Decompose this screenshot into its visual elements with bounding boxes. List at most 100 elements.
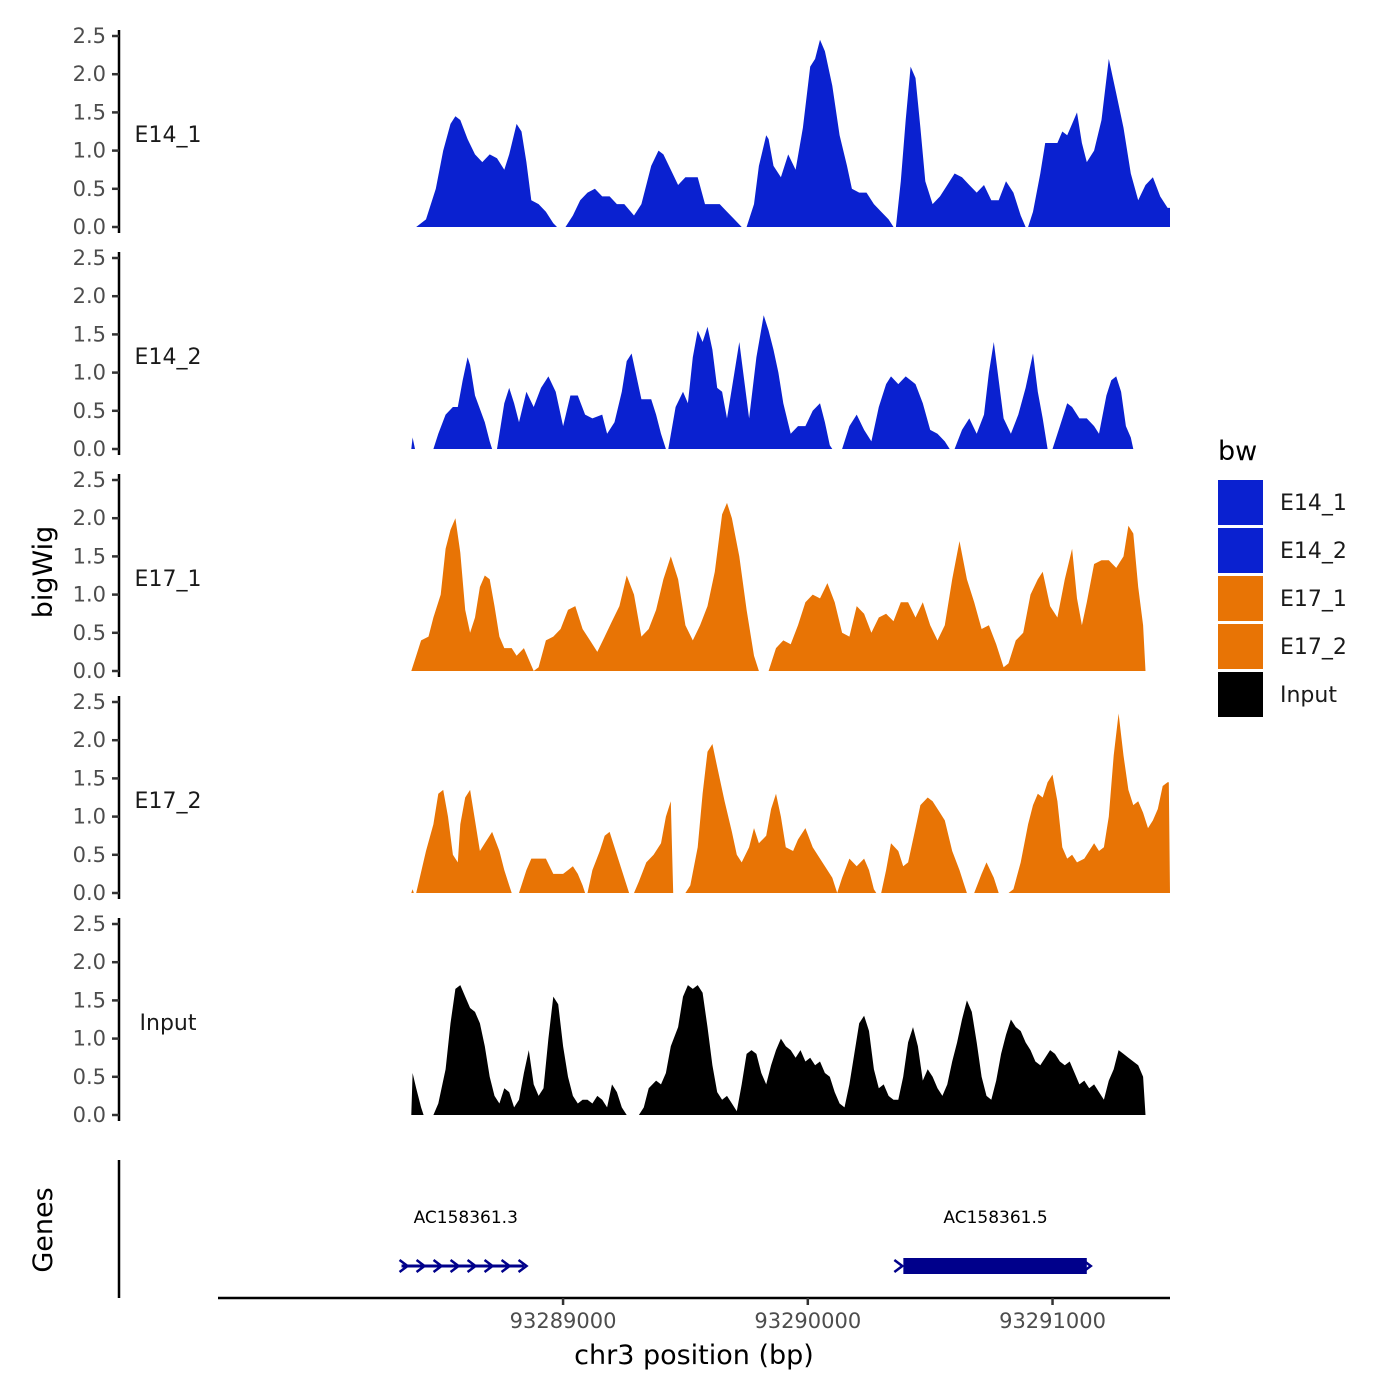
legend-label: Input [1280,683,1337,708]
legend-label: E14_2 [1280,539,1347,564]
y-tick-label: 2.5 [73,912,106,936]
gene-label: AC158361.3 [414,1208,518,1228]
legend-item-e17-1: E17_1 [1218,576,1347,621]
coverage-area [895,66,1026,227]
coverage-area [587,831,630,893]
coverage-area [746,39,894,227]
y-tick-label: 1.5 [73,544,106,568]
y-tick-label: 0.0 [73,437,106,461]
legend-item-e17-2: E17_2 [1218,624,1347,669]
y-tick-label: 2.0 [73,950,106,974]
y-tick-label: 0.5 [73,843,106,867]
y-tick-label: 1.0 [73,139,106,163]
track-e17-2: 0.0 0.5 1.0 1.5 2.0 2.5 E17_2 [73,690,1170,905]
coverage-area [411,889,414,893]
y-tick-label: 1.0 [73,583,106,607]
x-axis-title: chr3 position (bp) [574,1340,814,1371]
strand-arrow [415,1259,427,1273]
y-tick-label: 1.5 [73,322,106,346]
coverage-area [411,1073,424,1115]
y-tick-label: 1.0 [73,1027,106,1051]
y-tick-label: 0.5 [73,399,106,423]
coverage-area [954,342,1048,449]
y-tick-label: 0.0 [73,659,106,683]
track-label: E17_2 [135,789,202,814]
coverage-area [433,357,493,449]
legend-swatch [1218,480,1263,525]
y-tick-label: 2.5 [73,246,106,270]
y-tick-label: 2.5 [73,690,106,714]
strand-arrow [398,1259,410,1273]
legend-title: bw [1218,436,1257,467]
x-axis: 93289000 93290000 93291000 [218,1296,1170,1333]
coverage-area [668,315,833,449]
y-tick-label: 0.5 [73,177,106,201]
legend-label: E17_1 [1280,587,1347,612]
legend-item-e14-2: E14_2 [1218,528,1347,573]
coverage-area [634,801,674,893]
legend-label: E17_2 [1280,635,1347,660]
y-tick-label: 1.0 [73,361,106,385]
tracks-layer: 0.0 0.5 1.0 1.5 2.0 2.5 E14_1 0.0 0.5 1.0 1.5 2.0 2.… [73,24,1170,1127]
y-tick-label: 0.5 [73,1065,106,1089]
coverage-area [565,150,742,227]
strand-arrow [517,1259,529,1273]
y-tick-label: 0.0 [73,215,106,239]
legend-item-e14-1: E14_1 [1218,480,1347,525]
coverage-area [497,353,666,449]
y-tick-label: 0.0 [73,881,106,905]
legend-item-input: Input [1218,672,1337,717]
x-tick-label: 93290000 [754,1309,861,1333]
y-tick-label: 0.0 [73,1103,106,1127]
legend-swatch [1218,672,1263,717]
coverage-area [416,789,512,893]
legend-label: E14_1 [1280,491,1347,516]
strand-arrow [432,1259,444,1273]
y-tick-label: 1.5 [73,100,106,124]
legend-swatch [1218,576,1263,621]
coverage-area [416,116,557,227]
strand-arrow [466,1259,478,1273]
legend-swatch [1218,624,1263,669]
coverage-area [842,376,950,449]
y-tick-label: 2.0 [73,728,106,752]
track-label: E14_2 [135,345,202,370]
gene-ac158361-3: AC158361.3 [398,1208,529,1273]
coverage-area [433,985,627,1115]
track-e14-2: 0.0 0.5 1.0 1.5 2.0 2.5 E14_2 [73,246,1134,461]
coverage-area [411,437,415,449]
y-tick-label: 1.0 [73,805,106,829]
legend: bw E14_1 E14_2 E17_1 E17_2 Input [1218,436,1347,717]
coverage-area [974,862,999,893]
coverage-area [685,744,877,893]
track-e14-1: 0.0 0.5 1.0 1.5 2.0 2.5 E14_1 [73,24,1170,239]
strand-arrow [1082,1259,1093,1273]
y-tick-label: 1.5 [73,988,106,1012]
strand-arrow [500,1259,512,1273]
y-tick-label: 0.5 [73,621,106,645]
coverage-area [638,985,1146,1115]
track-label: Input [140,1011,197,1036]
coverage-area [519,858,586,893]
coverage-area [1052,376,1134,449]
coverage-area [1008,713,1170,893]
genes-layer: AC158361.3 AC158361.5 [117,1160,1093,1298]
y-tick-label: 2.5 [73,468,106,492]
track-label: E14_1 [135,123,202,148]
coverage-area [881,797,967,893]
track-label: E17_1 [135,567,202,592]
strand-arrow [449,1259,461,1273]
coverage-area [411,502,759,671]
coverage-area [768,525,1146,671]
coverage-area [1028,58,1170,228]
y-tick-label: 2.0 [73,62,106,86]
gene-body [903,1258,1087,1274]
legend-swatch [1218,528,1263,573]
gene-ac158361-5: AC158361.5 [893,1208,1093,1274]
x-tick-label: 93291000 [999,1309,1106,1333]
y-tick-label: 1.5 [73,766,106,790]
strand-arrow [893,1259,905,1273]
y-tick-label: 2.0 [73,284,106,308]
strand-arrow [483,1259,495,1273]
